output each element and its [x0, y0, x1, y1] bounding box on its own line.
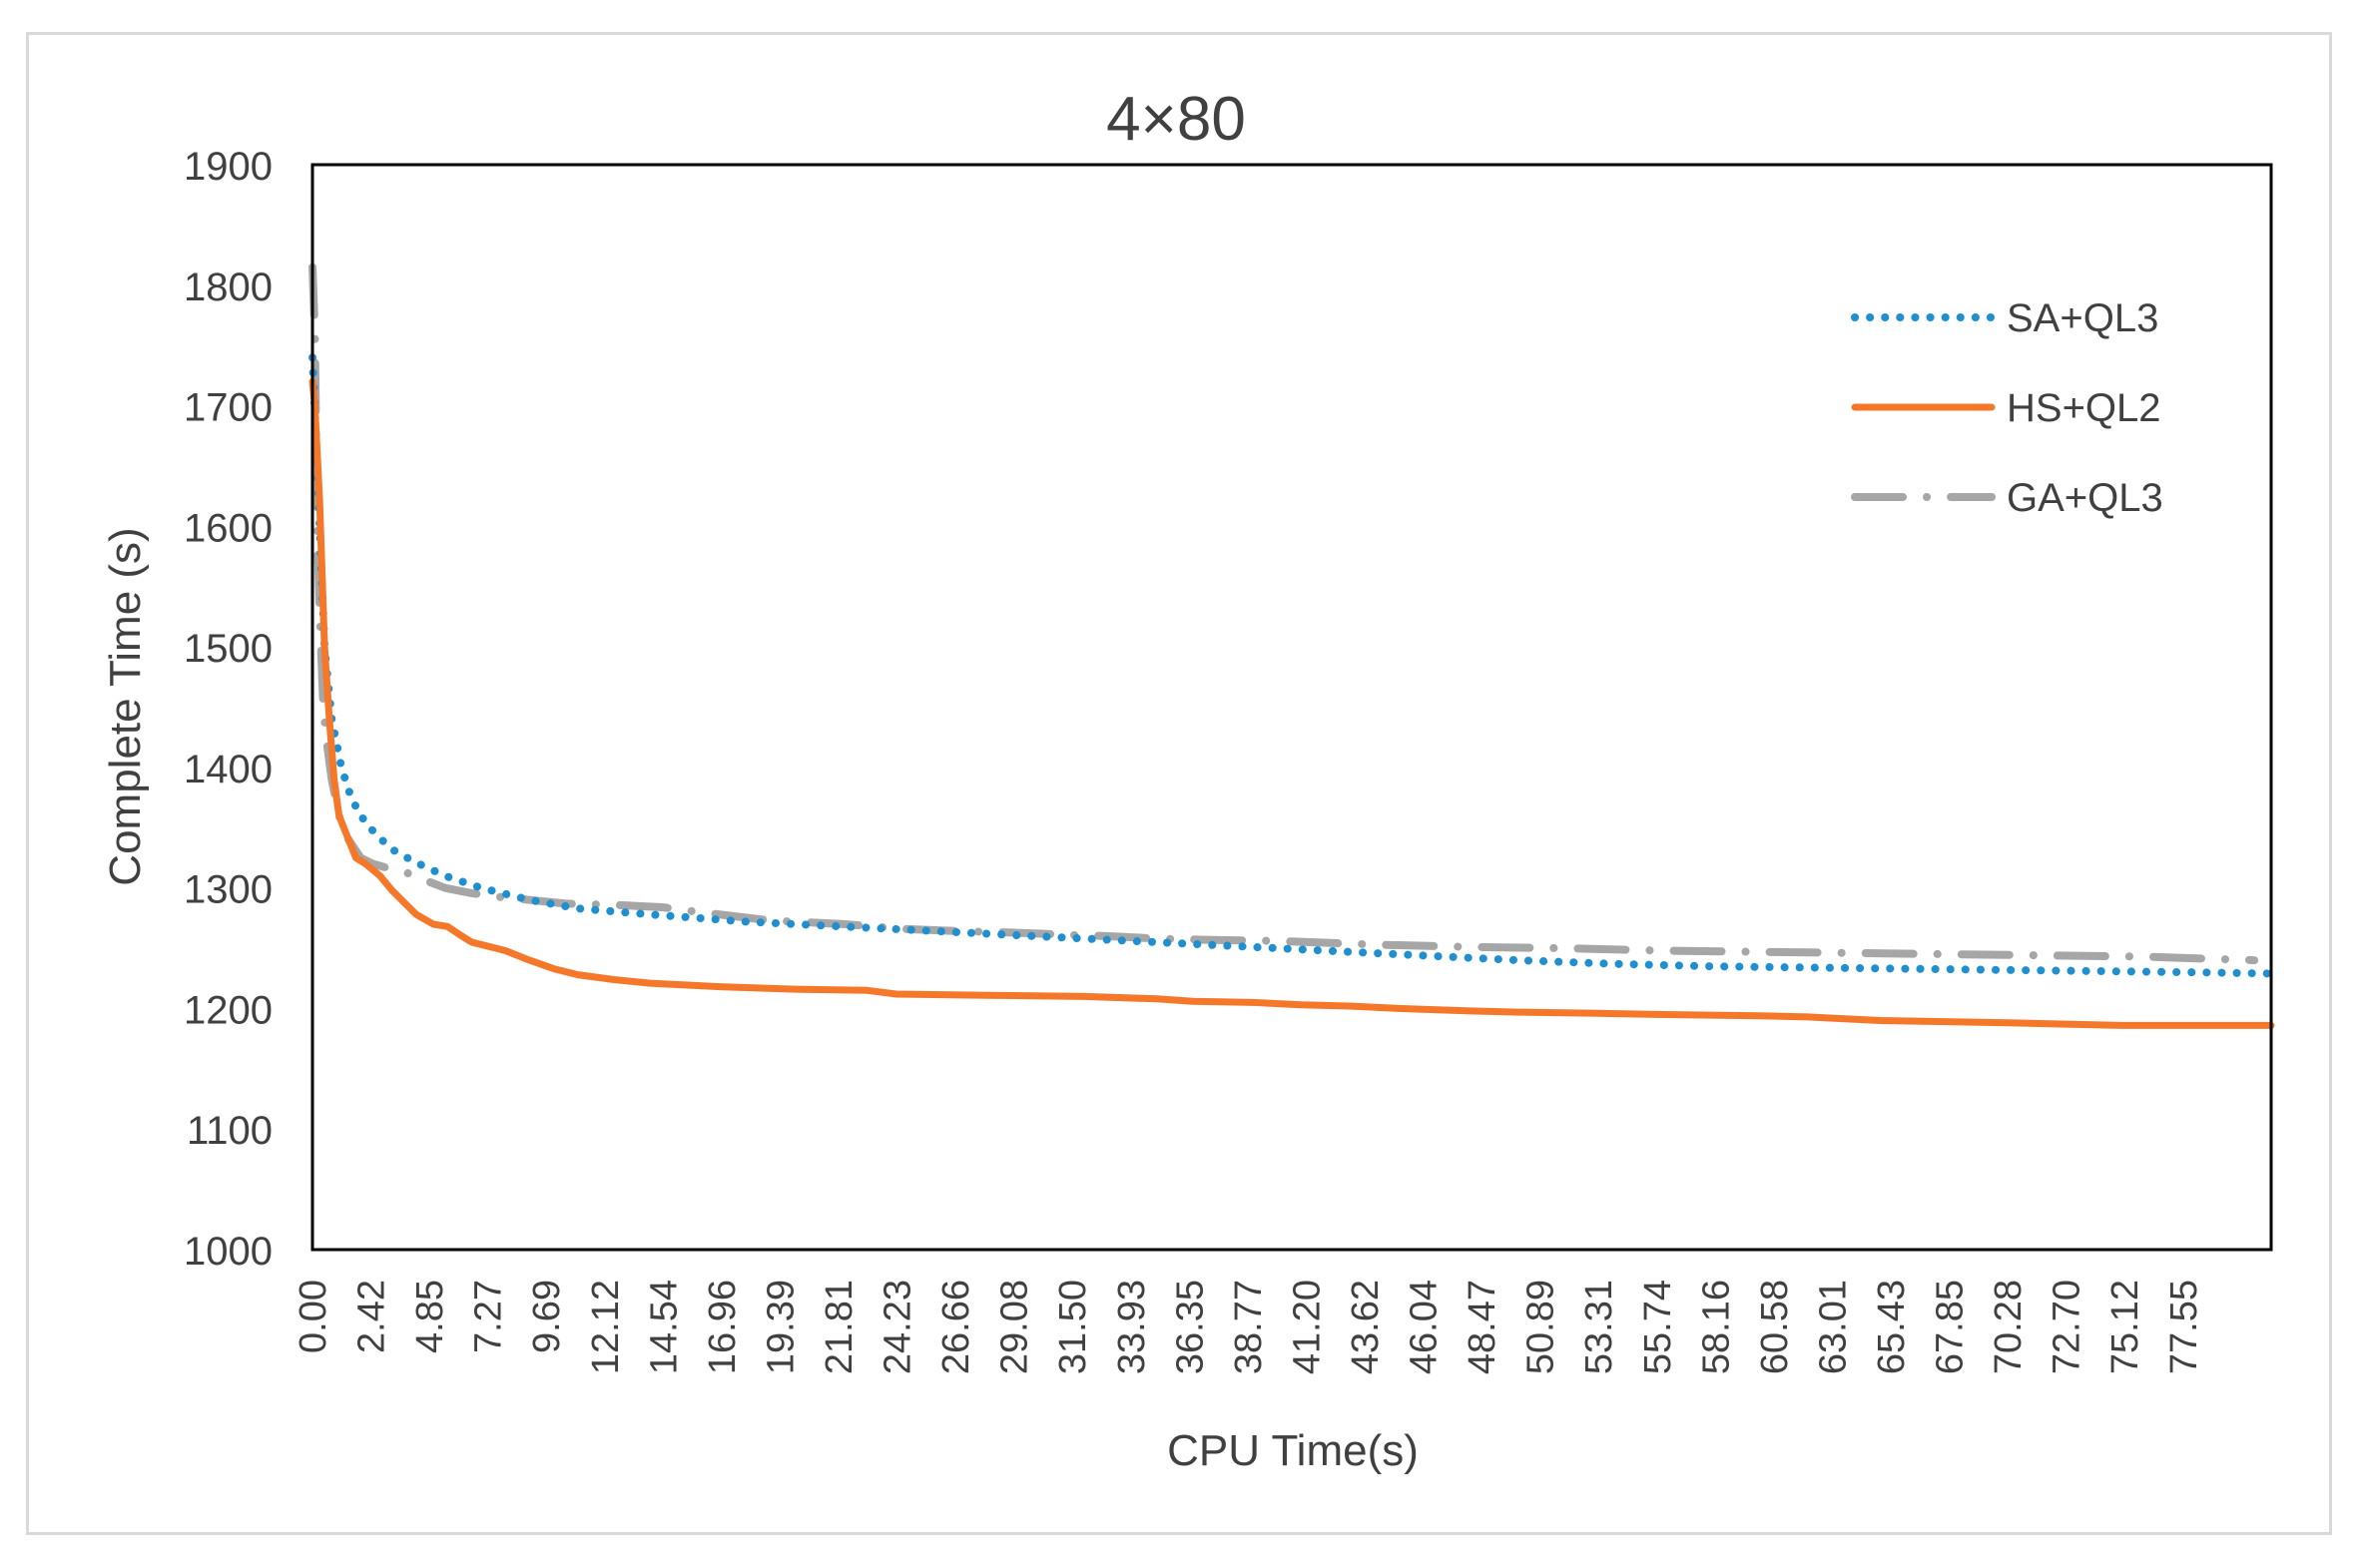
x-tick-label-23: 55.74: [1637, 1280, 1679, 1374]
x-tick-label-31: 75.12: [2104, 1280, 2146, 1374]
x-tick-label-20: 48.47: [1462, 1280, 1503, 1374]
x-tick-label-25: 60.58: [1754, 1280, 1796, 1374]
y-tick-label-1500: 1500: [184, 627, 273, 671]
y-tick-label-1700: 1700: [184, 386, 273, 430]
x-tick-label-15: 36.35: [1169, 1280, 1211, 1374]
x-tick-label-16: 38.77: [1228, 1280, 1270, 1374]
x-tick-label-32: 77.55: [2163, 1280, 2205, 1374]
x-tick-label-0: 0.00: [293, 1280, 334, 1353]
y-tick-label-1100: 1100: [187, 1109, 273, 1153]
x-tick-label-30: 72.70: [2047, 1280, 2088, 1374]
x-tick-label-14: 33.93: [1111, 1280, 1153, 1374]
x-tick-label-13: 31.50: [1052, 1280, 1094, 1374]
x-tick-label-8: 19.39: [761, 1280, 803, 1374]
y-axis-label: Complete Time (s): [101, 527, 150, 885]
x-tick-label-27: 65.43: [1871, 1280, 1913, 1374]
legend: SA+QL3 HS+QL2 GA+QL3: [1851, 296, 2163, 520]
x-tick-label-4: 9.69: [526, 1280, 568, 1353]
x-tick-label-10: 24.23: [877, 1280, 918, 1374]
x-tick-label-9: 21.81: [819, 1280, 861, 1374]
chart-frame: [26, 32, 2332, 1535]
y-axis-label-group: Complete Time (s): [101, 527, 150, 885]
series-line-sa-ql3: [308, 353, 2275, 978]
x-tick-label-12: 29.08: [994, 1280, 1036, 1374]
x-tick-label-21: 50.89: [1520, 1280, 1562, 1374]
legend-label-sa-ql3: SA+QL3: [2007, 296, 2158, 340]
x-tick-label-22: 53.31: [1578, 1280, 1620, 1374]
chart-title: 4×80: [1106, 85, 1246, 154]
plot-area: [310, 163, 2273, 1252]
x-tick-label-29: 70.28: [1988, 1280, 2030, 1374]
y-tick-label-1000: 1000: [184, 1230, 273, 1274]
y-tick-labels: 1000 1100 1200 1300 1400 1500 1600 1700 1800 1900: [184, 145, 273, 1274]
y-tick-label-1300: 1300: [184, 868, 273, 912]
y-tick-label-1900: 1900: [184, 145, 273, 189]
x-tick-label-18: 43.62: [1345, 1280, 1387, 1374]
legend-label-hs-ql2: HS+QL2: [2007, 386, 2161, 430]
x-tick-label-2: 4.85: [409, 1280, 451, 1353]
series-line-hs-ql2: [308, 377, 2275, 1029]
y-tick-label-1200: 1200: [184, 988, 273, 1032]
x-tick-label-24: 58.16: [1695, 1280, 1737, 1374]
x-tick-label-17: 41.20: [1286, 1280, 1328, 1374]
x-tick-label-7: 16.96: [702, 1280, 744, 1374]
y-tick-label-1400: 1400: [184, 748, 273, 791]
y-tick-label-1800: 1800: [184, 265, 273, 309]
x-tick-label-5: 12.12: [585, 1280, 627, 1374]
y-tick-label-1600: 1600: [184, 506, 273, 550]
x-tick-label-11: 26.66: [935, 1280, 977, 1374]
series-layer: [308, 262, 2275, 1029]
legend-label-ga-ql3: GA+QL3: [2007, 476, 2163, 520]
x-tick-label-1: 2.42: [350, 1280, 392, 1353]
x-tick-label-26: 63.01: [1812, 1280, 1854, 1374]
x-axis-label: CPU Time(s): [1167, 1426, 1419, 1475]
x-tick-label-3: 7.27: [468, 1280, 510, 1353]
x-tick-labels: 0.00 2.42 4.85 7.27 9.69 12.12 14.54 16.96 19.39…: [293, 1280, 2205, 1374]
series-line-ga-ql3: [308, 262, 2259, 965]
x-tick-label-28: 67.85: [1929, 1280, 1971, 1374]
x-tick-label-6: 14.54: [643, 1280, 685, 1374]
x-tick-label-19: 46.04: [1403, 1280, 1445, 1374]
